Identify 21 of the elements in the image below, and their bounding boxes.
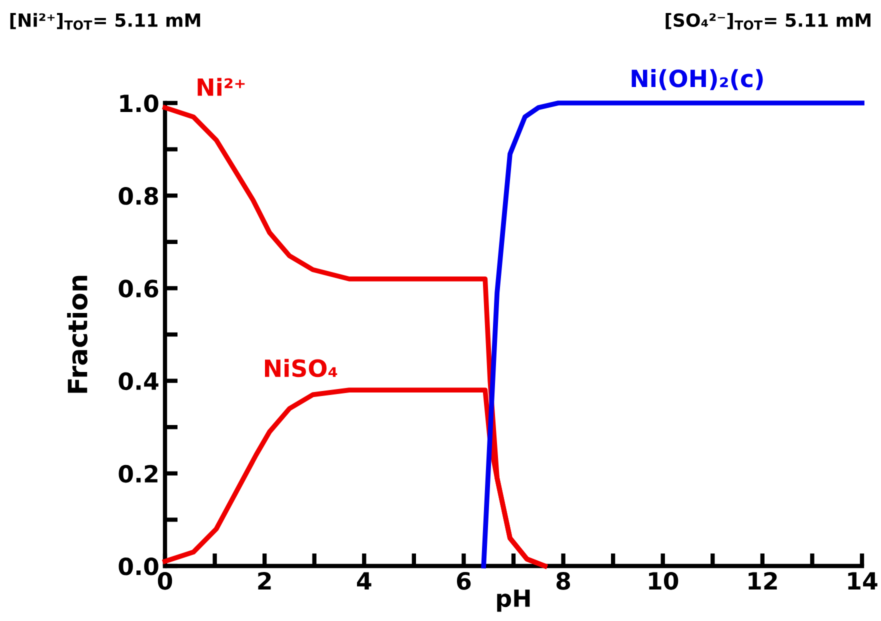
series-label: NiSO₄	[264, 358, 338, 378]
y-tick-label: 0.2	[118, 464, 158, 483]
y-tick-label: 0.0	[118, 557, 158, 576]
x-axis-title: pH	[497, 590, 530, 612]
y-tick-label: 1.0	[120, 94, 158, 112]
x-tick-label: 12	[748, 572, 777, 590]
x-tick-label: 4	[356, 572, 372, 590]
x-tick-label: 10	[649, 572, 678, 590]
series-label: Ni(OH)₂(c)	[632, 69, 763, 90]
x-tick-label: 6	[456, 572, 471, 590]
text: [Ni²⁺]$_{TOT}$= 5.11 mM	[10, 12, 200, 30]
x-tick-label: 14	[848, 572, 878, 590]
y-tick-label: 0.6	[118, 280, 158, 298]
x-tick-label: 8	[556, 572, 570, 590]
x-tick-label: 2	[258, 572, 271, 590]
text: [SO₄²⁻]$_{TOT}$= 5.11 mM	[666, 12, 870, 30]
y-tick-label: 0.8	[118, 187, 158, 205]
y-tick-label: 0.4	[118, 372, 158, 390]
x-tick-label: 0	[158, 572, 172, 590]
series-label: Ni²⁺	[198, 78, 245, 96]
y-axis-title: Fraction	[67, 276, 88, 393]
